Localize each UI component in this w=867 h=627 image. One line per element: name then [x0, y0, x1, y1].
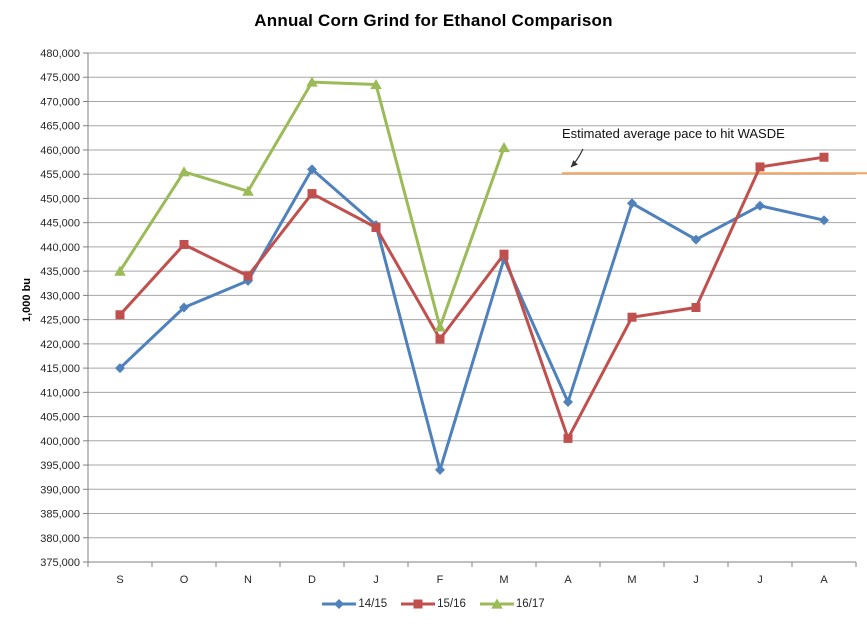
x-tick-label: D [308, 574, 316, 586]
y-axis-title: 1,000 bu [21, 277, 33, 323]
y-tick-label: 470,000 [40, 96, 80, 108]
legend-label-16-17: 16/17 [515, 598, 545, 610]
y-tick-label: 450,000 [40, 193, 80, 205]
x-tick-label: M [499, 574, 508, 586]
data-point-marker-diamond [115, 363, 125, 374]
data-point-marker-triangle [178, 166, 190, 177]
x-tick-label: N [244, 574, 252, 586]
x-tick-label: O [180, 574, 189, 586]
data-point-marker-square [819, 152, 829, 162]
data-point-marker-square [627, 312, 637, 322]
legend-label-14-15: 14/15 [358, 598, 388, 610]
y-tick-label: 480,000 [40, 48, 80, 60]
data-point-marker-diamond [435, 464, 445, 475]
legend-swatch-15-16-icon [401, 599, 436, 609]
legend-item-16-17[interactable]: 16/17 [479, 598, 545, 610]
data-point-marker-triangle [498, 142, 510, 153]
data-point-marker-diamond [691, 234, 701, 245]
x-tick-label: F [437, 574, 444, 586]
x-tick-label: S [116, 574, 123, 586]
data-point-marker-square [413, 599, 423, 609]
x-tick-label: A [820, 574, 828, 586]
series-line[interactable] [118, 167, 825, 472]
legend-label-15-16: 15/16 [437, 598, 466, 610]
y-tick-label: 475,000 [40, 72, 80, 84]
y-tick-label: 445,000 [40, 218, 80, 230]
legend-swatch-14-15-icon [322, 599, 357, 609]
data-point-marker-square [499, 249, 509, 259]
data-point-marker-diamond [755, 200, 765, 211]
y-tick-label: 435,000 [40, 266, 80, 278]
y-tick-label: 375,000 [40, 557, 80, 569]
y-tick-label: 380,000 [40, 533, 80, 545]
y-tick-label: 440,000 [40, 242, 80, 254]
x-tick-label: J [757, 574, 763, 586]
data-point-marker-square [307, 189, 317, 199]
data-point-marker-square [563, 433, 573, 443]
data-point-marker-diamond [563, 397, 573, 408]
data-point-marker-triangle [370, 79, 382, 90]
legend-item-15-16[interactable]: 15/16 [401, 598, 466, 610]
annotation-arrow [570, 148, 584, 168]
data-point-marker-triangle [242, 185, 254, 196]
data-point-marker-diamond [179, 302, 189, 313]
y-tick-label: 430,000 [40, 290, 80, 302]
series-16-17[interactable] [114, 76, 510, 332]
y-tick-label: 425,000 [40, 315, 80, 327]
axis-ticks [83, 52, 857, 567]
data-point-marker-square [371, 223, 381, 233]
y-tick-label: 405,000 [40, 412, 80, 424]
data-point-marker-diamond [627, 198, 637, 209]
y-tick-label: 400,000 [40, 436, 80, 448]
data-point-marker-triangle [434, 321, 446, 332]
data-point-marker-diamond [307, 164, 317, 175]
data-point-marker-square [755, 162, 765, 172]
legend: 14/15 15/16 16/17 [0, 598, 867, 610]
y-axis-labels: 375,000 380,000 385,000 390,000 395,000 400,0… [40, 48, 80, 569]
y-tick-label: 410,000 [40, 387, 80, 399]
series-line[interactable] [118, 155, 825, 440]
wasde-annotation-text[interactable]: Estimated average pace to hit WASDE [562, 126, 785, 141]
x-tick-label: A [564, 574, 572, 586]
data-point-marker-square [691, 303, 701, 312]
y-tick-label: 455,000 [40, 169, 80, 181]
data-point-marker-square [179, 239, 189, 249]
y-tick-label: 460,000 [40, 145, 80, 157]
legend-swatch-16-17-icon [479, 598, 514, 609]
data-point-marker-triangle [491, 598, 503, 609]
data-point-marker-square [243, 271, 253, 281]
data-point-marker-diamond [334, 599, 345, 609]
y-tick-label: 395,000 [40, 460, 80, 472]
data-point-marker-square [435, 334, 445, 344]
y-tick-label: 420,000 [40, 339, 80, 351]
data-point-marker-square [115, 310, 125, 320]
data-point-marker-diamond [819, 215, 829, 226]
chart-title: Annual Corn Grind for Ethanol Comparison [254, 11, 613, 30]
data-point-marker-triangle [114, 265, 126, 276]
y-tick-label: 415,000 [40, 363, 80, 375]
x-tick-label: J [693, 574, 699, 586]
y-tick-label: 465,000 [40, 121, 80, 133]
series-15-16[interactable] [115, 152, 829, 443]
x-tick-label: M [627, 574, 636, 586]
legend-item-14-15[interactable]: 14/15 [322, 598, 387, 610]
y-tick-label: 385,000 [40, 509, 80, 521]
series-line[interactable] [118, 80, 506, 329]
y-tick-label: 390,000 [40, 484, 80, 496]
data-point-marker-triangle [306, 76, 318, 87]
x-tick-label: J [373, 574, 379, 586]
